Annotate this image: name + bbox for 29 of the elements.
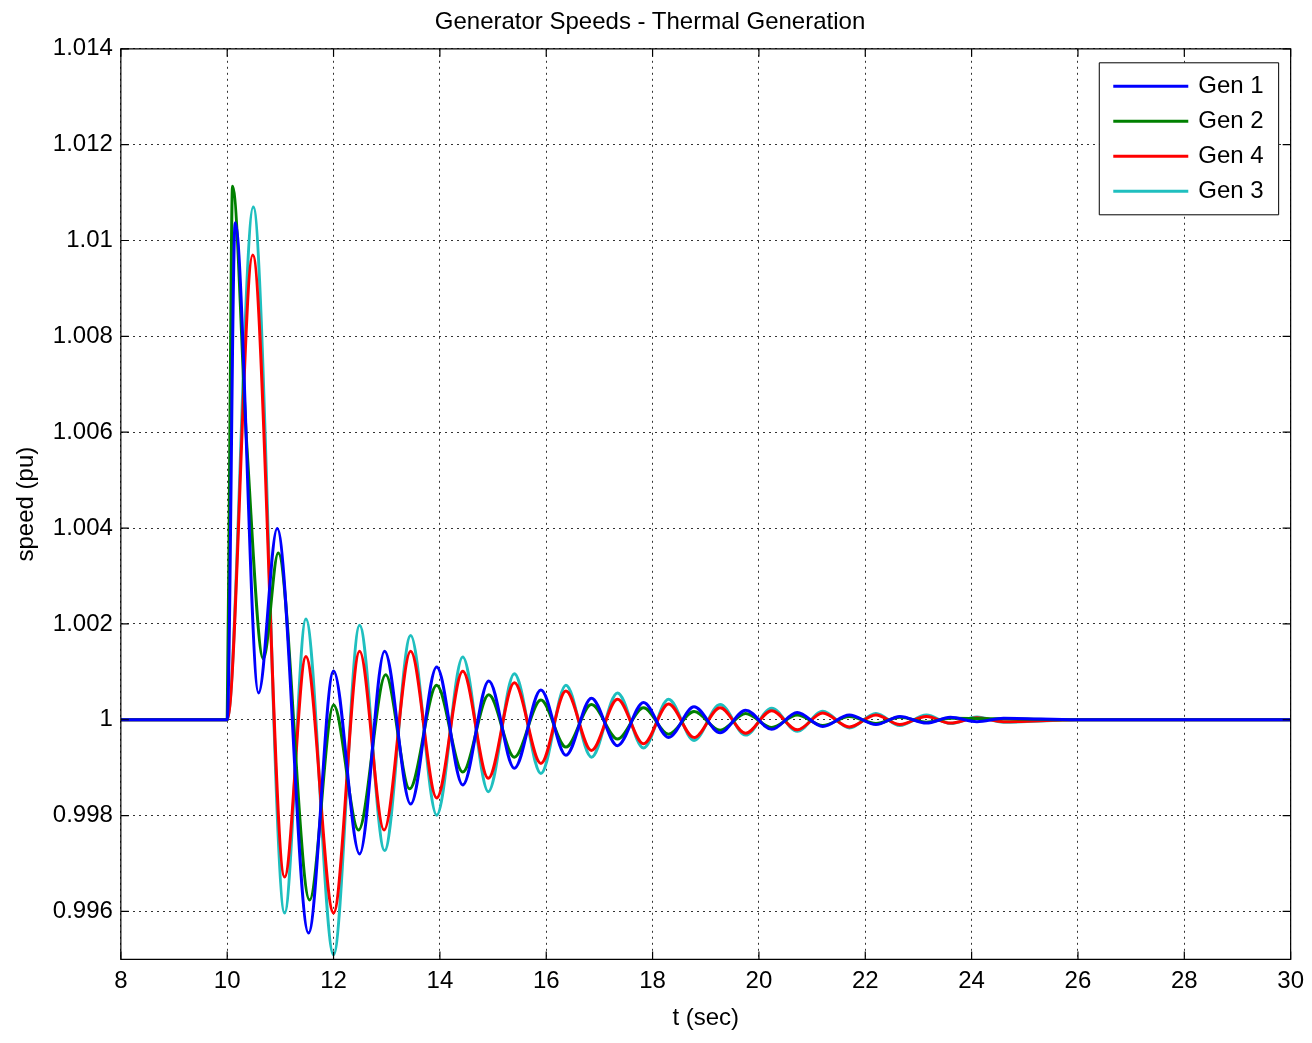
y-axis-title: speed (pu) [11,446,39,562]
x-tick-label: 8 [114,966,128,994]
y-tick-label: 1.008 [52,320,113,348]
y-tick-label: 1.014 [52,33,113,61]
y-tick-label: 1.012 [52,129,113,157]
legend-label: Gen 4 [1198,140,1264,168]
x-tick-label: 28 [1170,966,1198,994]
x-tick-label: 22 [851,966,879,994]
x-tick-label: 18 [639,966,666,994]
x-tick-label: 30 [1277,966,1304,994]
legend-label: Gen 2 [1198,105,1264,133]
y-tick-label: 0.996 [52,896,113,924]
x-axis-title: t (sec) [672,1003,740,1031]
y-tick-label: 1.004 [52,512,113,540]
x-tick-label: 14 [426,966,454,994]
legend-label: Gen 3 [1198,175,1264,203]
y-tick-label: 1.006 [52,416,113,444]
x-tick-label: 20 [745,966,773,994]
x-tick-label: 16 [532,966,560,994]
x-tick-label: 26 [1064,966,1092,994]
y-tick-label: 1.002 [52,608,113,636]
x-tick-label: 12 [320,966,347,994]
y-tick-label: 1.01 [66,225,113,253]
y-tick-label: 1 [99,704,113,732]
chart-title: Generator Speeds - Thermal Generation [434,7,866,35]
x-tick-label: 24 [958,966,985,994]
y-tick-label: 0.998 [52,800,113,828]
x-tick-label: 10 [213,966,241,994]
legend-label: Gen 1 [1198,70,1264,98]
